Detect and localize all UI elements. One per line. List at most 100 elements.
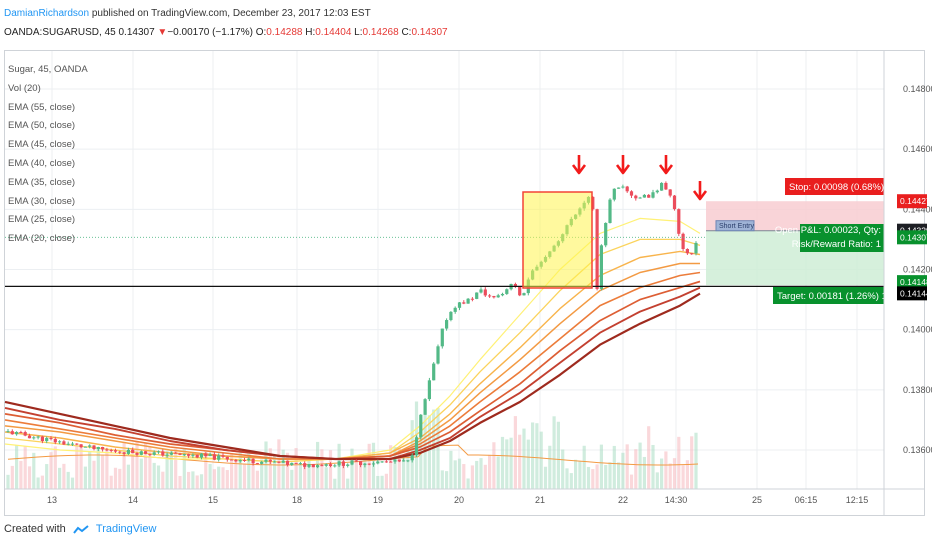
down-arrow-icon: ▼ xyxy=(157,27,168,38)
candle-body xyxy=(647,194,651,198)
author-link[interactable]: DamianRichardson xyxy=(4,8,90,19)
x-tick-label: 15 xyxy=(208,495,218,505)
volume-bar xyxy=(195,475,199,489)
volume-bar xyxy=(685,460,689,489)
tradingview-logo-icon xyxy=(73,524,89,534)
candle-body xyxy=(367,463,371,465)
tradingview-link[interactable]: TradingView xyxy=(95,523,157,535)
candle-body xyxy=(677,209,681,234)
legend-ema-25[interactable]: EMA (25, close) xyxy=(8,214,76,226)
volume-bar xyxy=(225,470,229,489)
legend-ema-55[interactable]: EMA (55, close) xyxy=(8,101,76,113)
price-change: −0.00170 (−1.17%) xyxy=(167,27,253,38)
volume-bar xyxy=(354,457,358,489)
volume-bar xyxy=(230,453,234,489)
stop-label: Stop: 0.00098 (0.68%) 9.8, A xyxy=(789,182,912,193)
volume-bars xyxy=(6,401,699,489)
volume-bar xyxy=(539,431,543,489)
volume-bar xyxy=(169,449,173,489)
volume-bar xyxy=(148,447,152,489)
candle-body xyxy=(694,242,698,254)
candle-body xyxy=(324,464,328,466)
volume-bar xyxy=(6,474,10,489)
volume-bar xyxy=(242,463,247,489)
candle-body xyxy=(19,431,23,433)
volume-bar xyxy=(591,469,595,489)
candle-body xyxy=(389,461,393,463)
legend-ema-40[interactable]: EMA (40, close) xyxy=(8,157,76,169)
legend-symbol[interactable]: Sugar, 45, OANDA xyxy=(8,64,88,75)
ema-line-45 xyxy=(4,280,701,460)
volume-bar xyxy=(612,445,616,489)
volume-bar xyxy=(466,478,470,489)
volume-bar xyxy=(208,463,212,489)
symbol-label: OANDA:SUGARUSD, 45 xyxy=(4,27,116,38)
candle-body xyxy=(668,189,672,196)
footer: Created with TradingView xyxy=(4,523,156,535)
volume-bar xyxy=(660,458,664,489)
volume-bar xyxy=(655,472,659,489)
short-entry-box xyxy=(715,220,755,232)
open-label: O: xyxy=(255,27,267,38)
volume-bar xyxy=(483,464,487,489)
volume-bar xyxy=(475,460,479,489)
x-tick-label: 18 xyxy=(292,495,302,505)
volume-bar xyxy=(651,444,655,489)
candle-body xyxy=(346,464,350,466)
candle-body xyxy=(23,432,27,436)
price-tag-bg xyxy=(897,275,927,290)
price-tag: 0.14427 xyxy=(900,196,931,206)
candle-body xyxy=(10,431,14,435)
candle-body xyxy=(36,436,40,438)
candle-body xyxy=(500,293,505,296)
price-tag: 0.14144 xyxy=(900,288,931,298)
candle-body xyxy=(629,191,634,196)
volume-bar xyxy=(586,466,591,489)
volume-bar xyxy=(599,444,603,489)
candle-body xyxy=(83,446,87,448)
volume-bar xyxy=(273,455,277,489)
legend-ema-45[interactable]: EMA (45, close) xyxy=(8,139,76,151)
legend-ema-20[interactable]: EMA (20, close) xyxy=(8,233,76,245)
candle-body xyxy=(79,444,83,448)
legend-volume[interactable]: Vol (20) xyxy=(8,82,41,94)
candle-body xyxy=(595,209,599,289)
candle-body xyxy=(470,298,474,300)
candle-body xyxy=(234,459,238,462)
legend-ema-50[interactable]: EMA (50, close) xyxy=(8,120,76,132)
x-tick-label: 25 xyxy=(752,495,762,505)
volume-bar xyxy=(621,452,625,489)
candle-body xyxy=(453,307,457,312)
legend-ema-30[interactable]: EMA (30, close) xyxy=(8,195,76,207)
volume-bar xyxy=(565,468,569,489)
volume-bar xyxy=(75,445,79,489)
volume-bar xyxy=(328,450,333,489)
candle-body xyxy=(105,449,109,451)
legend-ema-35[interactable]: EMA (35, close) xyxy=(8,176,76,188)
candle-body xyxy=(264,459,268,462)
volume-bar xyxy=(380,475,384,489)
volume-bar xyxy=(83,466,87,489)
candle-body xyxy=(260,461,264,464)
candle-body xyxy=(66,443,70,445)
candle-body xyxy=(591,196,595,210)
candle-body xyxy=(6,431,10,433)
candle-body xyxy=(320,465,324,467)
volume-bar xyxy=(432,409,436,489)
volume-bar xyxy=(608,462,612,489)
x-tick-label: 06:15 xyxy=(795,495,818,505)
price-tag-bg xyxy=(897,194,927,209)
volume-bar xyxy=(346,478,350,489)
candle-body xyxy=(466,298,470,304)
volume-bar xyxy=(268,448,272,489)
candle-body xyxy=(483,289,487,296)
volume-bar xyxy=(70,477,75,489)
down-arrow-head-icon xyxy=(658,164,674,175)
indicator-legend: Sugar, 45, OANDA Vol (20) EMA (55, close… xyxy=(8,61,88,249)
volume-bar xyxy=(543,466,548,489)
candle-body xyxy=(118,451,122,453)
volume-bar xyxy=(363,454,367,489)
price-tag: 0.14307 xyxy=(900,232,931,242)
